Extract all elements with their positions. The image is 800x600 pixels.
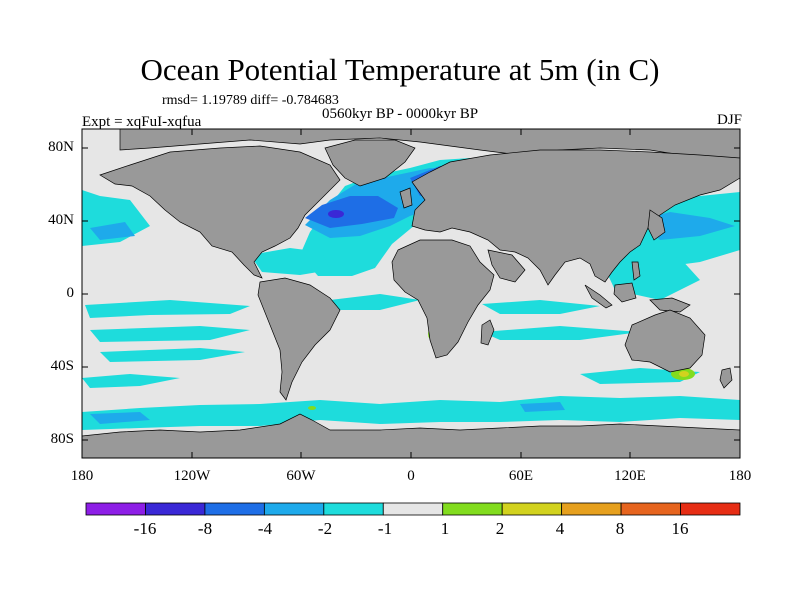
stats-text: rmsd= 1.19789 diff= -0.784683 [162,93,339,108]
x-tick-label: 120W [173,468,211,484]
north-atlantic-core [328,210,344,218]
africa [391,239,495,359]
x-tick-label: 180 [728,468,752,484]
colorbar-label: 4 [555,519,565,538]
colorbar-swatch [323,502,384,516]
sumatra [584,284,613,309]
greenland [324,139,416,187]
x-tick-label: 60E [508,468,534,484]
colorbar-label: 8 [615,519,625,538]
philippines [631,261,641,281]
southern-ocean-medium-1 [90,412,150,424]
colorbar [85,502,741,516]
caribbean-cooling [250,248,330,275]
colorbar-label: 2 [495,519,505,538]
southern-ocean-medium-2 [520,402,565,412]
colorbar-label: -2 [317,519,333,538]
south-pacific-band-2 [100,348,245,362]
south-pacific-band-3 [82,374,180,388]
period-text: 0560kyr BP - 0000kyr BP [322,106,479,122]
antarctica [82,413,740,458]
north-atlantic-strong [305,196,398,228]
australia [624,309,706,373]
map-panel [82,129,740,458]
x-tick-label: 0 [407,468,415,484]
colorbar-label: -1 [377,519,393,538]
colorbar-label: -8 [197,519,213,538]
new-guinea [649,297,691,313]
x-tick-label: 180 [70,468,94,484]
weddell-warm-spot [308,406,316,410]
arabia [487,249,526,283]
colorbar-swatch [561,502,622,516]
season-label: DJF [716,112,742,128]
colorbar-swatch [85,502,146,516]
x-tick-label: 60W [286,468,316,484]
x-tick-label: 120E [614,468,646,484]
colorbar-swatch [382,502,444,516]
y-tick-label: 0 [66,285,75,301]
indian-ocean-band-1 [482,300,600,314]
colorbar-swatch [680,502,741,516]
colorbar-swatch [442,502,503,516]
tropical-pacific-band [85,300,250,318]
new-zealand [719,367,733,389]
experiment-label: Expt = xqFuI-xqfua [82,114,202,130]
chart-title: Ocean Potential Temperature at 5m (in C) [140,52,660,87]
colorbar-swatch [263,502,325,516]
colorbar-label: -4 [257,519,273,538]
colorbar-swatch [145,502,206,516]
eurasia [411,149,740,286]
colorbar-swatch [501,502,563,516]
north-america [99,145,341,279]
colorbar-label: 16 [671,519,689,538]
land-masses [82,129,740,458]
y-tick-label: 80N [48,139,74,155]
madagascar [480,319,495,346]
colorbar-label: 1 [440,519,450,538]
y-tick-label: 40N [48,212,74,228]
y-tick-label: 80S [50,431,74,447]
british-isles [399,187,413,209]
equatorial-atlantic-band [330,294,420,310]
y-tick-label: 40S [50,358,74,374]
japan [647,209,666,241]
tick-marks [81,129,741,458]
indian-ocean-band-2 [482,326,640,340]
south-pacific-band-1 [90,326,250,342]
colorbar-swatch [620,502,681,516]
colorbar-swatch [204,502,265,516]
borneo [613,282,637,303]
south-america [257,277,341,401]
colorbar-label: -16 [133,519,157,538]
north-pacific-east-medium [90,222,135,240]
southern-ocean-band [82,396,740,430]
